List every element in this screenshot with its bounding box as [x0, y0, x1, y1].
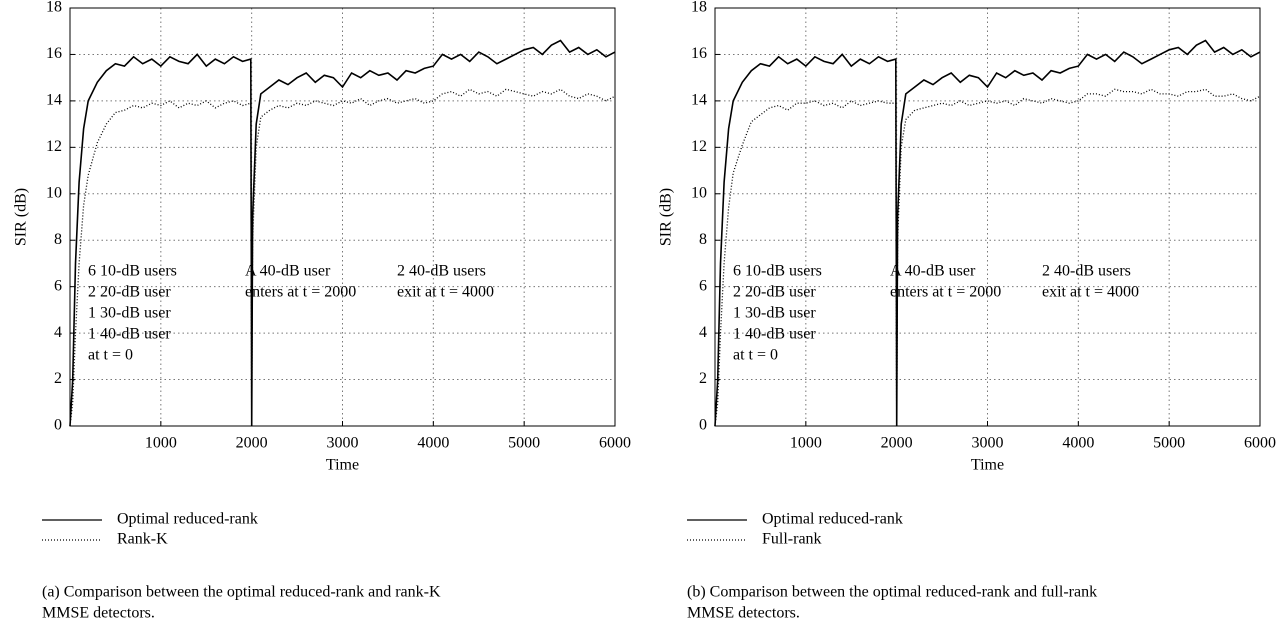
x-tick-label: 2000 [236, 435, 268, 452]
y-axis-label: SIR (dB) [658, 188, 675, 246]
x-tick-label: 5000 [508, 435, 540, 452]
x-tick-label: 1000 [145, 435, 177, 452]
y-tick-label: 6 [699, 277, 707, 294]
y-tick-label: 8 [699, 231, 707, 248]
annotation: at t = 0 [733, 347, 778, 364]
annotation: exit at t = 4000 [397, 284, 494, 301]
x-tick-label: 6000 [1244, 435, 1276, 452]
x-tick-label: 3000 [327, 435, 359, 452]
x-axis-label: Time [971, 457, 1004, 474]
annotation: exit at t = 4000 [1042, 284, 1139, 301]
annotation: 1 40-dB user [88, 326, 171, 343]
x-tick-label: 5000 [1153, 435, 1185, 452]
legend-label: Optimal reduced-rank [117, 511, 258, 528]
y-tick-label: 4 [54, 324, 62, 341]
y-tick-label: 6 [54, 277, 62, 294]
x-tick-label: 3000 [972, 435, 1004, 452]
plot-frame [714, 7, 1261, 427]
caption: MMSE detectors. [687, 605, 800, 622]
series-line [714, 88, 1261, 427]
y-tick-label: 0 [54, 417, 62, 434]
y-tick-label: 16 [46, 45, 62, 62]
y-tick-label: 18 [691, 0, 707, 16]
plot-frame [69, 7, 616, 427]
annotation: 1 30-dB user [733, 305, 816, 322]
legend-label: Rank-K [117, 531, 168, 548]
annotation: 2 40-dB users [1042, 263, 1131, 280]
annotation: 2 20-dB user [88, 284, 171, 301]
caption: (a) Comparison between the optimal reduc… [42, 584, 441, 601]
y-tick-label: 2 [699, 370, 707, 387]
x-tick-label: 1000 [790, 435, 822, 452]
y-tick-label: 4 [699, 324, 707, 341]
y-tick-label: 12 [46, 138, 62, 155]
legend-label: Optimal reduced-rank [762, 511, 903, 528]
annotation: 2 20-dB user [733, 284, 816, 301]
y-tick-label: 8 [54, 231, 62, 248]
y-tick-label: 16 [691, 45, 707, 62]
x-tick-label: 4000 [417, 435, 449, 452]
x-tick-label: 2000 [881, 435, 913, 452]
y-tick-label: 10 [691, 184, 707, 201]
series-line [714, 39, 1261, 427]
y-tick-label: 0 [699, 417, 707, 434]
annotation: 1 40-dB user [733, 326, 816, 343]
annotation: 2 40-dB users [397, 263, 486, 280]
y-tick-label: 14 [691, 92, 707, 109]
y-tick-label: 18 [46, 0, 62, 16]
chart: 0 2 4 6 8 10 12 14 16 18 1000 2000 3000 4000 5000 6000 T… [658, 0, 1276, 622]
caption: MMSE detectors. [42, 605, 155, 622]
x-tick-label: 4000 [1062, 435, 1094, 452]
chart: 0 2 4 6 8 10 12 14 16 18 1000 2000 3000 4000 5000 6000 T… [13, 0, 631, 622]
annotation: 1 30-dB user [88, 305, 171, 322]
y-tick-label: 12 [691, 138, 707, 155]
annotation: 6 10-dB users [733, 263, 822, 280]
annotation: A 40-dB user [245, 263, 331, 280]
x-tick-label: 6000 [599, 435, 631, 452]
y-tick-label: 14 [46, 92, 62, 109]
annotation: enters at t = 2000 [245, 284, 356, 301]
y-axis-label: SIR (dB) [13, 188, 30, 246]
annotation: 6 10-dB users [88, 263, 177, 280]
x-axis-label: Time [326, 457, 359, 474]
caption: (b) Comparison between the optimal reduc… [687, 584, 1097, 601]
annotation: at t = 0 [88, 347, 133, 364]
annotation: A 40-dB user [890, 263, 976, 280]
y-tick-label: 2 [54, 370, 62, 387]
series-line [69, 39, 616, 427]
annotation: enters at t = 2000 [890, 284, 1001, 301]
legend-label: Full-rank [762, 531, 822, 548]
y-tick-label: 10 [46, 184, 62, 201]
